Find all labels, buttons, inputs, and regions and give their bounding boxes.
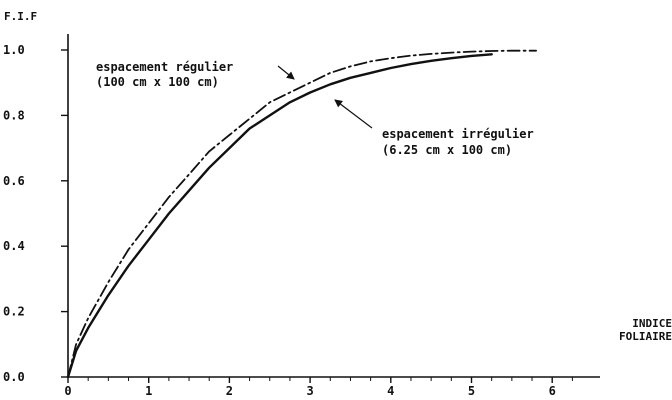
series-layer	[66, 49, 537, 379]
annotation-irregular: espacement irrégulier (6.25 cm x 100 cm)	[334, 99, 534, 157]
y-axis-title: F.I.F	[4, 10, 37, 23]
x-axis-title-line-2: FOLIAIRE	[619, 330, 672, 343]
y-tick-label: 1.0	[3, 43, 25, 57]
y-tick-label: 0.6	[3, 174, 25, 188]
x-tick-label: 6	[549, 384, 556, 398]
y-tick-label: 0.4	[3, 239, 25, 253]
ticks-layer: 0 1 2 3 4 5 6 0.0 0.2 0.4 0.6 0.8 1.0	[3, 43, 573, 398]
series-line-regular	[67, 49, 537, 378]
x-tick-label: 1	[145, 384, 152, 398]
annotation-regular: espacement régulier (100 cm x 100 cm)	[96, 60, 295, 89]
annotation-regular-line-2: (100 cm x 100 cm)	[96, 75, 219, 89]
annotation-irregular-line-1: espacement irrégulier	[382, 127, 534, 141]
y-tick-label: 0.2	[3, 305, 25, 319]
x-tick-label: 4	[387, 384, 394, 398]
annotation-irregular-arrow	[334, 99, 373, 129]
x-tick-label: 5	[468, 384, 475, 398]
y-tick-label: 0.8	[3, 108, 25, 122]
annotation-irregular-line-2: (6.25 cm x 100 cm)	[382, 143, 512, 157]
x-tick-label: 2	[226, 384, 233, 398]
y-tick-label: 0.0	[3, 370, 25, 384]
annotation-regular-arrow	[277, 65, 295, 80]
x-tick-label: 0	[64, 384, 71, 398]
annotation-regular-line-1: espacement régulier	[96, 60, 233, 74]
x-axis-title-line-1: INDICE	[632, 317, 672, 330]
x-tick-label: 3	[306, 384, 313, 398]
series-line-irregular	[66, 53, 493, 379]
